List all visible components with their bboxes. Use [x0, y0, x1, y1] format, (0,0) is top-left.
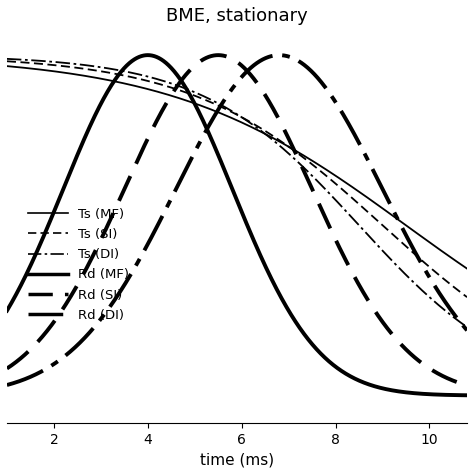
- Legend: Ts (MF), Ts (SI), Ts (DI), Rd (MF), Rd (SI), Rd (DI): Ts (MF), Ts (SI), Ts (DI), Rd (MF), Rd (…: [23, 202, 135, 327]
- X-axis label: time (ms): time (ms): [200, 452, 274, 467]
- Title: BME, stationary: BME, stationary: [166, 7, 308, 25]
